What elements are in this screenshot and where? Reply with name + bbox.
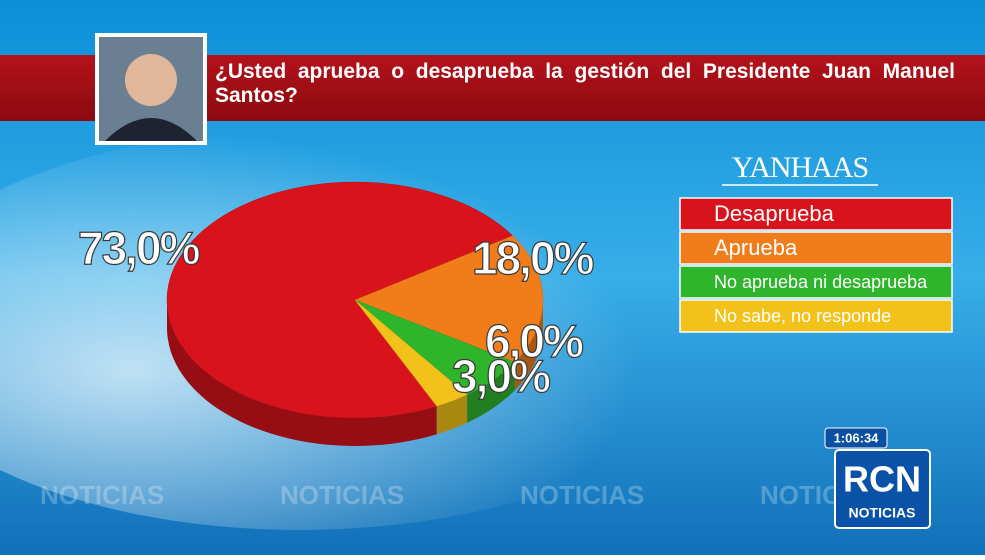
slice-side (436, 394, 468, 435)
legend-swatch (679, 197, 953, 231)
chart-title: ¿Usted aprueba o desaprueba la gestión d… (215, 60, 955, 107)
legend-label: Aprueba (714, 235, 798, 260)
channel-logo-sub: NOTICIAS (849, 505, 916, 521)
channel-logo: RCN (843, 459, 921, 500)
legend-swatch (679, 265, 953, 299)
legend-label: No aprueba ni desaprueba (714, 272, 928, 292)
watermark: NOTICIAS (520, 480, 644, 510)
value-label: 73,0% (78, 222, 200, 274)
clock-box (824, 427, 888, 449)
watermark: NOTICIAS (40, 480, 164, 510)
watermark: NOTICIAS (280, 480, 404, 510)
photo-suit (105, 118, 197, 141)
value-label: 3,0% (452, 350, 550, 402)
slice (354, 299, 468, 407)
channel-logo-box (834, 449, 931, 529)
title-box: ¿Usted aprueba o desaprueba la gestión d… (215, 60, 955, 107)
value-label: 6,0% (485, 315, 583, 367)
legend-swatch (679, 299, 953, 333)
clock: 1:06:34 (834, 430, 880, 445)
slice-side (467, 362, 515, 423)
legend-label: No sabe, no responde (714, 306, 891, 326)
photo-face (125, 54, 177, 106)
legend-label: Desaprueba (714, 201, 835, 226)
value-label: 18,0% (472, 232, 594, 284)
source-logo: YANHAAS (732, 151, 868, 184)
slice (354, 235, 544, 363)
legend-swatch (679, 231, 953, 265)
slice (166, 181, 514, 419)
slice-side (167, 300, 437, 446)
